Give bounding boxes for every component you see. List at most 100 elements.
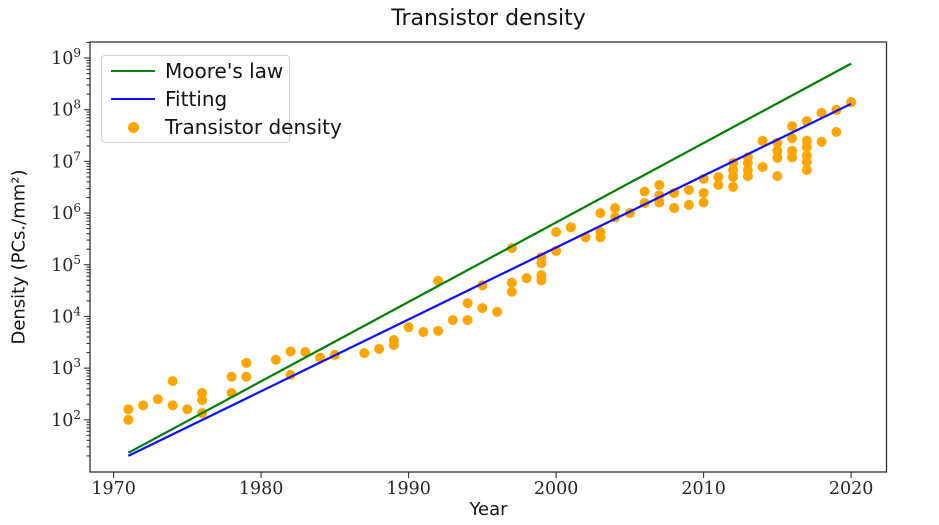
data-point xyxy=(728,165,739,176)
chart-title: Transistor density xyxy=(391,6,586,31)
data-point xyxy=(728,181,739,192)
legend-item-transistor-density: Transistor density xyxy=(102,113,342,141)
data-point xyxy=(418,326,429,337)
data-point xyxy=(565,222,576,233)
data-point xyxy=(433,325,444,336)
data-point xyxy=(123,404,134,415)
data-point xyxy=(801,165,812,176)
data-point xyxy=(772,145,783,156)
y-tick-label: 108 xyxy=(51,98,81,121)
x-tick-label: 2000 xyxy=(534,479,579,499)
data-point xyxy=(182,404,193,415)
data-point xyxy=(742,171,753,182)
data-point xyxy=(388,340,399,351)
data-point xyxy=(167,376,178,387)
y-axis-label: Density (PCs./mm²) xyxy=(8,169,30,345)
y-tick-label: 105 xyxy=(51,253,81,276)
data-point xyxy=(123,414,134,425)
x-tick-label: 1970 xyxy=(91,479,136,499)
fitting-line-swatch xyxy=(111,98,155,100)
data-point xyxy=(757,161,768,172)
data-point xyxy=(816,136,827,147)
plot-border xyxy=(89,41,888,473)
legend-label-moores-law: Moore's law xyxy=(165,59,284,83)
x-tick-label: 1990 xyxy=(386,479,431,499)
data-point xyxy=(787,152,798,163)
tick-labels: 102 103 104 105 106 107 108 109 1970 1980 1990 2000… xyxy=(51,46,873,499)
data-point xyxy=(787,121,798,132)
data-point xyxy=(654,197,665,208)
data-point xyxy=(536,258,547,269)
y-tick-label: 109 xyxy=(51,46,81,69)
line-moores-law xyxy=(127,62,852,454)
data-point xyxy=(359,348,370,359)
data-point xyxy=(403,322,414,333)
data-point xyxy=(801,156,812,167)
data-point xyxy=(447,315,458,326)
data-point xyxy=(492,306,503,317)
data-point xyxy=(197,388,208,399)
data-point xyxy=(462,315,473,326)
data-point xyxy=(477,303,488,314)
legend-label-transistor-density: Transistor density xyxy=(165,115,342,139)
data-point xyxy=(757,135,768,146)
data-point xyxy=(787,133,798,144)
data-point xyxy=(506,286,517,297)
data-point xyxy=(167,400,178,411)
data-point xyxy=(728,171,739,182)
data-point xyxy=(610,203,621,214)
data-point xyxy=(772,171,783,182)
data-point xyxy=(772,152,783,163)
data-point xyxy=(801,141,812,152)
data-point xyxy=(669,203,680,214)
data-point xyxy=(816,107,827,118)
legend-item-fitting: Fitting xyxy=(102,85,289,113)
data-point xyxy=(536,275,547,286)
data-point xyxy=(462,298,473,309)
y-tick-label: 102 xyxy=(51,408,81,431)
scatter-transistor-density xyxy=(123,97,857,425)
data-point xyxy=(226,371,237,382)
transistor-density-dot-swatch xyxy=(111,121,155,133)
data-point xyxy=(152,394,163,405)
data-point xyxy=(285,346,296,357)
data-point xyxy=(551,227,562,238)
data-point xyxy=(241,357,252,368)
x-tick-label: 2020 xyxy=(829,479,874,499)
data-point xyxy=(698,197,709,208)
x-axis-label: Year xyxy=(469,499,508,520)
data-point xyxy=(713,179,724,190)
data-point xyxy=(241,371,252,382)
line-fitting xyxy=(127,102,852,457)
x-tick-label: 2010 xyxy=(681,479,726,499)
data-point xyxy=(300,347,311,358)
legend-label-fitting: Fitting xyxy=(165,87,228,111)
data-point xyxy=(683,199,694,210)
data-point xyxy=(521,273,532,284)
data-point xyxy=(698,187,709,198)
moores-law-line-swatch xyxy=(111,70,155,72)
data-point xyxy=(654,179,665,190)
x-tick-label: 1980 xyxy=(239,479,284,499)
data-point xyxy=(683,184,694,195)
data-point xyxy=(742,158,753,169)
data-point xyxy=(270,354,281,365)
data-point xyxy=(595,232,606,243)
legend: Moore's law Fitting Transistor density xyxy=(101,55,342,143)
data-point xyxy=(831,127,842,138)
data-point xyxy=(433,275,444,286)
y-tick-label: 106 xyxy=(51,201,81,224)
legend-item-moores-law: Moore's law xyxy=(102,57,289,85)
data-point xyxy=(506,277,517,288)
data-point xyxy=(713,171,724,182)
data-point xyxy=(595,208,606,219)
data-point xyxy=(197,395,208,406)
y-tick-label: 107 xyxy=(51,149,81,172)
y-tick-label: 104 xyxy=(51,304,81,327)
y-tick-label: 103 xyxy=(51,356,81,379)
data-point xyxy=(138,400,149,411)
data-point xyxy=(374,343,385,354)
data-point xyxy=(639,186,650,197)
